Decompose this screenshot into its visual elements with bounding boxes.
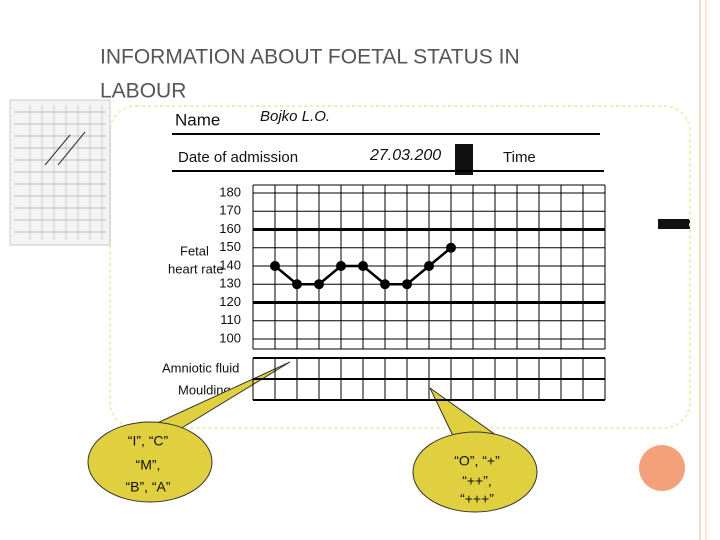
fhr-point xyxy=(270,261,280,271)
slide-title: LABOUR xyxy=(100,80,186,103)
callout-text: “M”, xyxy=(136,457,161,473)
fhr-point xyxy=(292,279,302,290)
deco-dash xyxy=(658,219,690,229)
partograph-thumbnail xyxy=(9,99,111,246)
callout-text: “O”, “+” xyxy=(454,453,500,469)
deco-circle xyxy=(639,445,685,491)
date-value: 27.03.200 xyxy=(369,147,441,164)
y-label: Fetal xyxy=(180,243,209,258)
fhr-point xyxy=(380,279,390,290)
callout-text: “+++” xyxy=(460,491,494,507)
row-label: Moulding xyxy=(178,382,231,397)
redaction xyxy=(455,144,473,175)
callout-text: “B”, “A” xyxy=(125,479,170,495)
fhr-point xyxy=(358,261,368,271)
fhr-point xyxy=(424,261,434,271)
y-tick-label: 130 xyxy=(219,276,241,291)
time-label: Time xyxy=(503,149,536,166)
plot: 180 170 160 150 140 130 120 110 100 xyxy=(219,184,606,401)
y-tick-label: 150 xyxy=(219,239,241,254)
y-tick-label: 160 xyxy=(219,221,241,236)
y-tick-label: 120 xyxy=(219,294,241,309)
y-tick-label: 110 xyxy=(220,312,241,327)
fhr-point xyxy=(446,242,456,253)
y-tick-label: 180 xyxy=(219,184,241,199)
fhr-point xyxy=(336,261,346,271)
callout-text: “I”, “C” xyxy=(128,433,169,449)
name-value: Bojko L.O. xyxy=(260,108,330,125)
fhr-point xyxy=(314,279,324,290)
y-tick-label: 140 xyxy=(219,257,241,272)
name-label: Name xyxy=(175,110,220,129)
date-label: Date of admission xyxy=(178,149,298,166)
frame xyxy=(109,105,691,429)
y-tick-label: 170 xyxy=(219,203,241,218)
callout xyxy=(87,361,291,503)
y-label: heart rate xyxy=(168,261,224,276)
callout-text: “++”, xyxy=(462,473,492,489)
row-label: Amniotic fluid xyxy=(162,360,239,375)
y-tick-label: 100 xyxy=(219,330,241,345)
slide-title: INFORMATION ABOUT FOETAL STATUS IN xyxy=(100,46,520,69)
fhr-point xyxy=(402,279,412,290)
